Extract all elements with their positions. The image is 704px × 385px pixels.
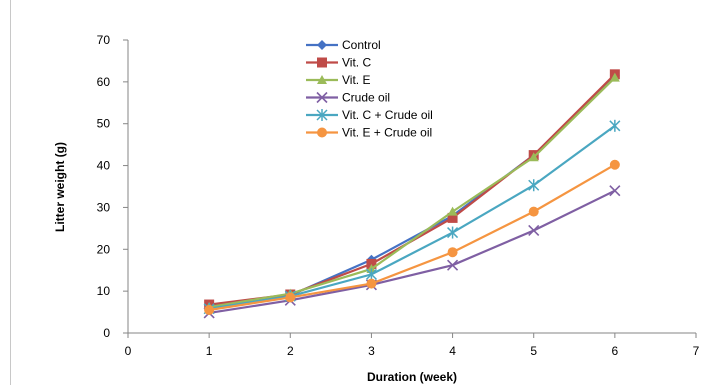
plot-series (203, 69, 621, 319)
series-line (208, 76, 616, 309)
data-point (365, 268, 377, 281)
y-tick-label: 10 (97, 284, 111, 298)
axes: 0 10 20 30 40 50 60 70 0 1 2 3 4 5 6 7 (97, 33, 700, 358)
y-tick-label: 40 (97, 159, 111, 173)
data-point (609, 72, 620, 82)
legend-entry: Vit. C + Crude oil (306, 108, 433, 122)
data-point (285, 292, 296, 303)
y-tick-label: 60 (97, 75, 111, 89)
legend-entry: Vit. C (306, 56, 371, 70)
x-tick-label: 1 (206, 344, 213, 358)
legend-label: Crude oil (342, 91, 390, 105)
marker-stroke (447, 259, 459, 271)
data-point (447, 247, 458, 258)
legend-entry: Vit. E (306, 73, 370, 87)
x-tick-label: 7 (693, 344, 700, 358)
legend-entry: Control (306, 38, 381, 52)
y-tick-label: 70 (97, 33, 111, 47)
data-point (609, 159, 620, 170)
x-tick-label: 5 (530, 344, 537, 358)
x-tick-label: 4 (449, 344, 456, 358)
marker-stroke (316, 91, 328, 104)
legend-marker (317, 75, 327, 84)
series-line (208, 124, 616, 310)
data-point (447, 206, 458, 216)
data-point (447, 212, 458, 223)
legend-label: Vit. C + Crude oil (342, 108, 433, 122)
legend-marker (317, 127, 327, 138)
data-point (447, 259, 459, 271)
data-point (609, 185, 621, 197)
legend-marker (317, 57, 327, 68)
data-point (528, 179, 540, 192)
legend-label: Control (342, 38, 381, 52)
y-tick-label: 50 (97, 117, 111, 131)
data-point (528, 152, 539, 162)
legend-entry: Vit. E + Crude oil (306, 126, 432, 140)
data-point (447, 226, 459, 239)
data-point (366, 258, 377, 269)
x-axis-title: Duration (week) (367, 370, 457, 384)
y-tick-label: 30 (97, 200, 111, 214)
series-vit-c (204, 69, 620, 310)
marker-stroke (528, 224, 540, 237)
legend-entry: Crude oil (306, 91, 390, 105)
legend: Control Vit. C Vit. E Crude oil Vit. C + Cru… (306, 38, 433, 140)
data-point (528, 224, 540, 237)
series-vit-e-crude-oil (204, 159, 620, 315)
series-line (208, 189, 616, 314)
legend-marker (316, 109, 328, 121)
frame-left-border (10, 0, 11, 385)
series-vit-c-crude-oil (203, 119, 621, 315)
marker-stroke (609, 185, 621, 197)
x-tick-label: 3 (368, 344, 375, 358)
data-point (204, 304, 215, 315)
legend-marker (317, 40, 327, 50)
y-tick-label: 20 (97, 242, 111, 256)
data-point (609, 119, 621, 132)
legend-marker (316, 91, 328, 104)
series-line (208, 163, 616, 312)
data-point (528, 206, 539, 217)
x-tick-label: 6 (612, 344, 619, 358)
x-tick-label: 0 (125, 344, 132, 358)
y-axis-title: Litter weight (g) (53, 142, 67, 232)
data-point (366, 278, 377, 289)
y-tick-label: 0 (103, 326, 110, 340)
legend-label: Vit. E + Crude oil (342, 126, 432, 140)
legend-label: Vit. C (342, 56, 371, 70)
legend-label: Vit. E (342, 73, 370, 87)
x-tick-label: 2 (287, 344, 294, 358)
